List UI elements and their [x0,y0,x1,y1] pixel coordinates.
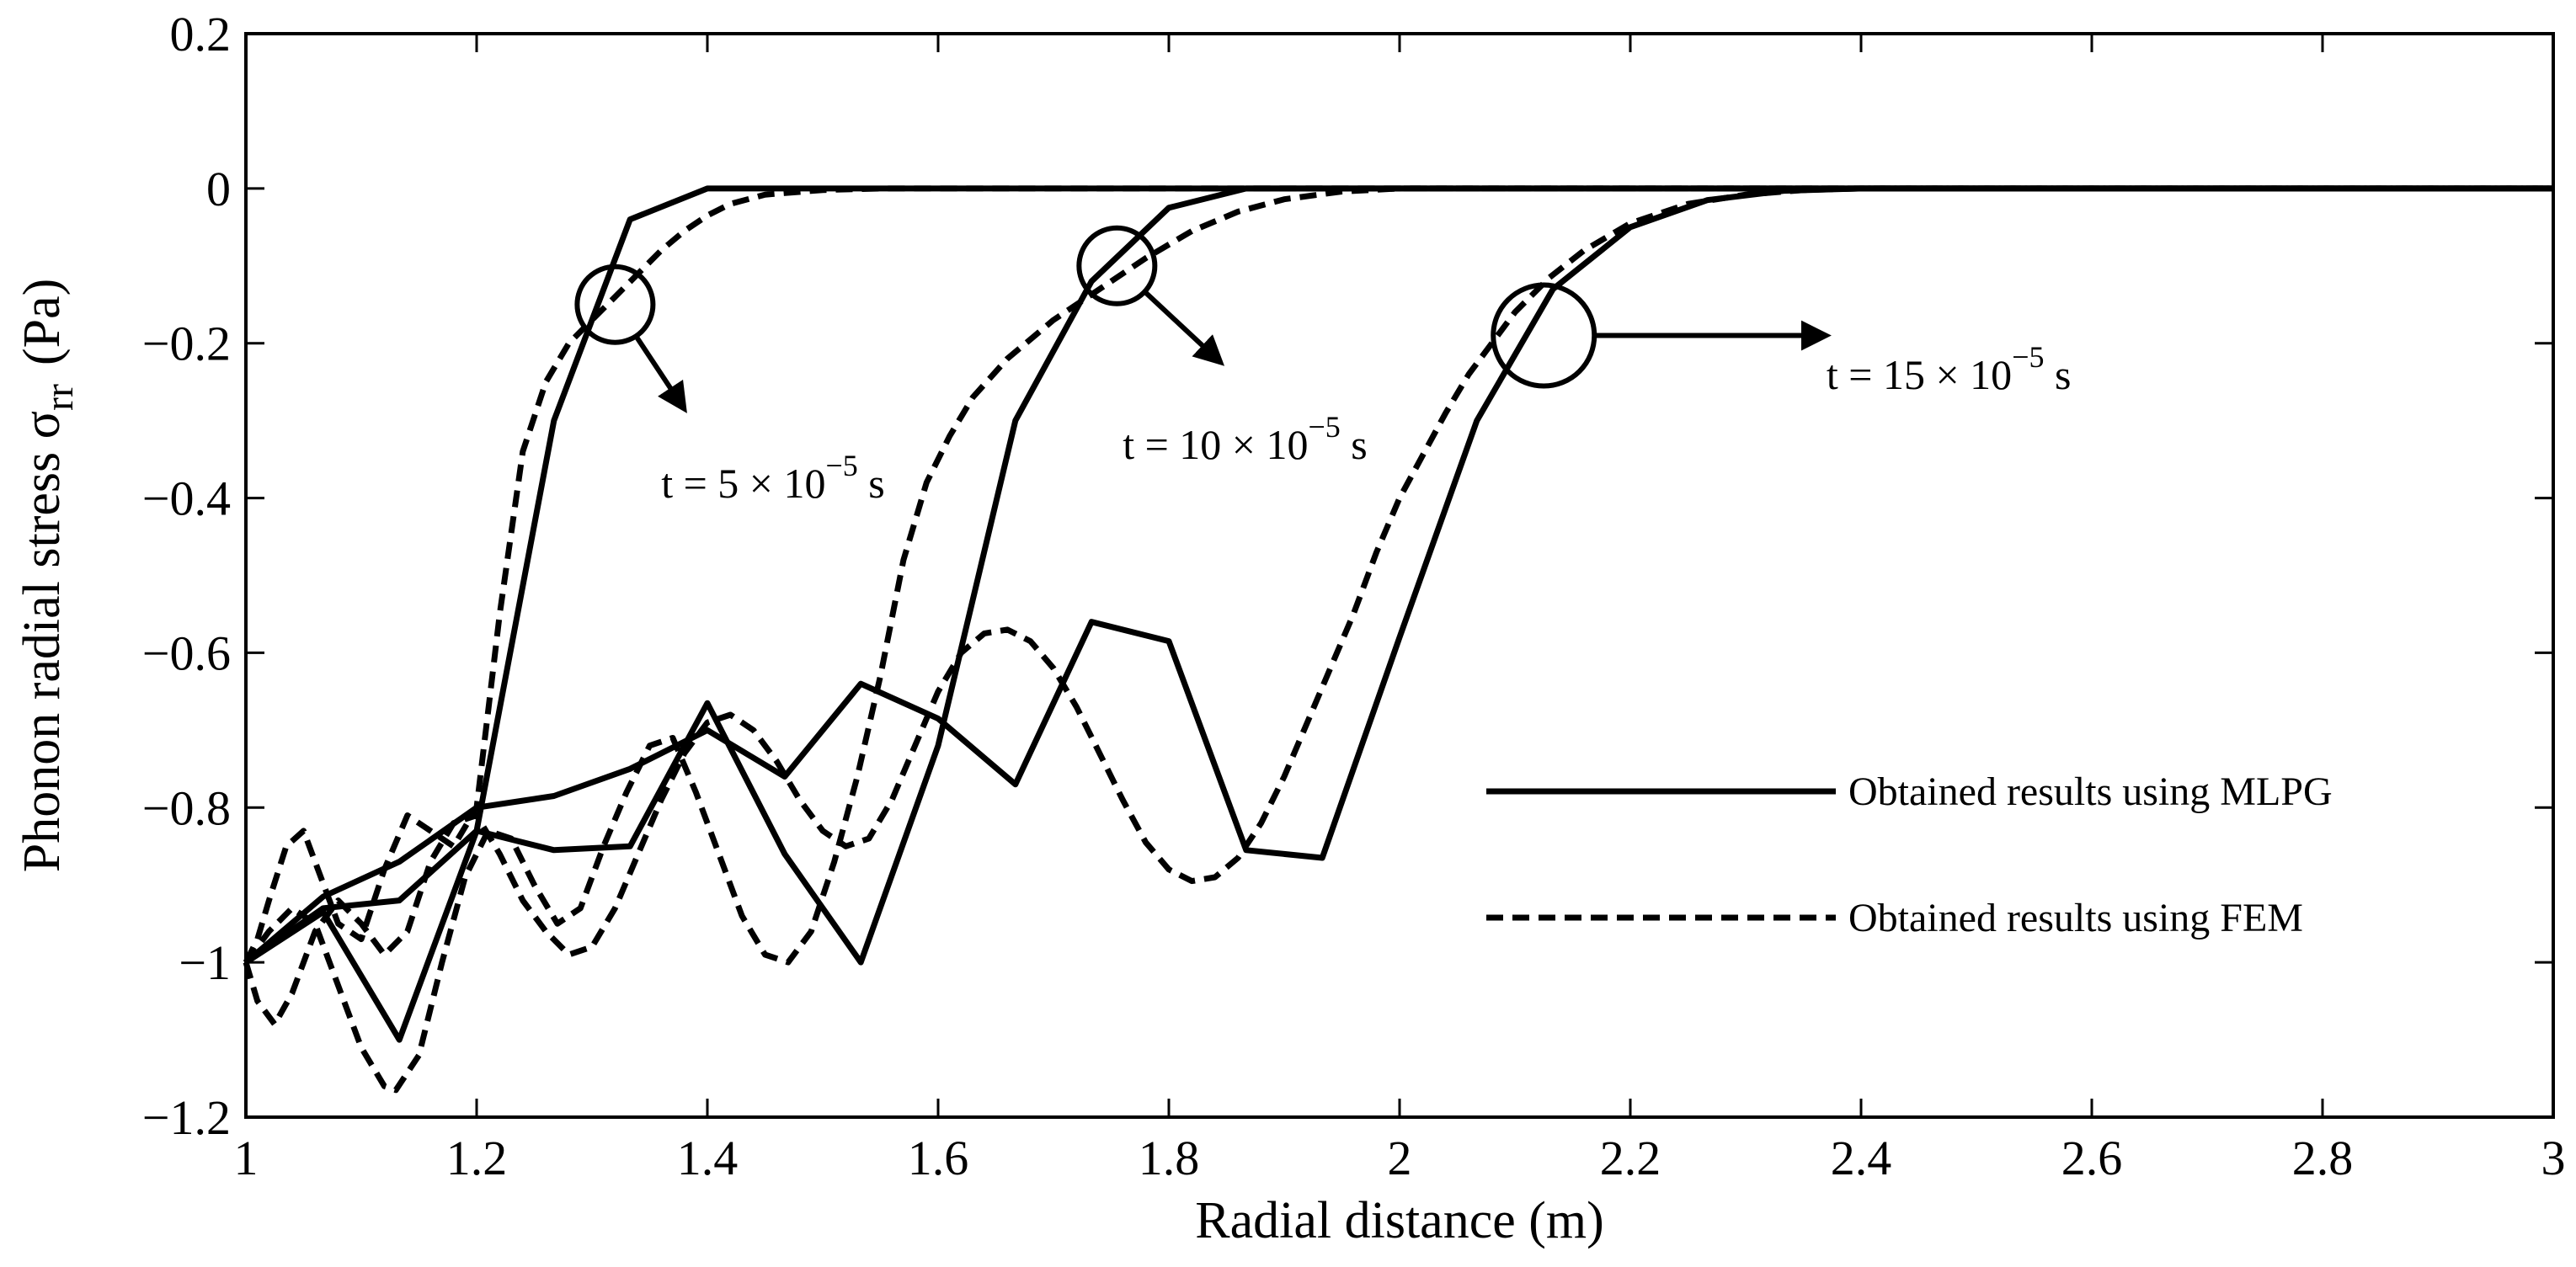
x-axis-label: Radial distance (m) [1195,1192,1604,1249]
x-tick-label: 2 [1388,1131,1412,1185]
y-tick-label: −1 [179,935,231,990]
y-axis-label-sub: rr [37,384,82,411]
annotation-circle [1076,225,1158,306]
x-tick-label: 1.4 [677,1131,739,1185]
annotation-label: t = 5 × 10−5 s [661,449,885,507]
y-tick-label: −1.2 [142,1090,231,1145]
x-tick-label: 3 [2541,1131,2566,1185]
y-tick-label: −0.8 [142,780,231,835]
x-tick-label: 1 [234,1131,259,1185]
y-axis-label-unit: (Pa) [13,279,71,365]
series-line-dashed [243,185,2553,964]
x-tick-label: 2.8 [2292,1131,2354,1185]
annotation-arrow [633,334,687,413]
x-tick-label: 2.6 [2061,1131,2123,1185]
legend-label: Obtained results using FEM [1848,896,2303,940]
series-layer [243,185,2553,1094]
y-tick-label: −0.4 [142,471,231,526]
series-line-solid [243,185,2553,965]
x-tick-label: 2.4 [1831,1131,1892,1185]
series-line-dashed [243,185,2553,1028]
x-tick-label: 2.2 [1600,1131,1661,1185]
series-line-solid [244,185,2553,1043]
annotation-label: t = 15 × 10−5 s [1827,340,2072,398]
y-tick-label: 0.2 [170,7,232,61]
y-tick-label: 0 [206,162,231,216]
y-tick-label: −0.6 [142,626,231,680]
x-tick-label: 1.8 [1139,1131,1200,1185]
svg-text:Phonon radial stress σrr(Pa): Phonon radial stress σrr (Pa) [13,279,82,873]
axis-ticks: 1 1.2 1.4 1.6 1.8 2 2.2 2.4 2.6 2.8 3 0.2 0 −0.2 −0.4 −… [142,7,2566,1185]
annotation-arrow [1143,290,1225,366]
x-tick-label: 1.6 [908,1131,969,1185]
x-tick-label: 1.2 [446,1131,508,1185]
legend: Obtained results using MLPG Obtained resu… [1486,769,2333,940]
series-line-dashed [243,185,2553,1094]
plot-frame [244,32,2555,1119]
annotation-circle [574,264,656,345]
y-tick-label: −0.2 [142,317,231,371]
y-axis-label: Phonon radial stress σrr (Pa) [13,279,82,873]
annotation-label: t = 10 × 10−5 s [1123,410,1368,468]
series-line-solid [243,185,2553,965]
legend-label: Obtained results using MLPG [1848,769,2333,814]
y-axis-label-main: Phonon radial stress σ [13,411,71,872]
annotation-layer: t = 5 × 10−5 s t = 10 × 10−5 s t = 15 × 10… [574,225,2072,507]
